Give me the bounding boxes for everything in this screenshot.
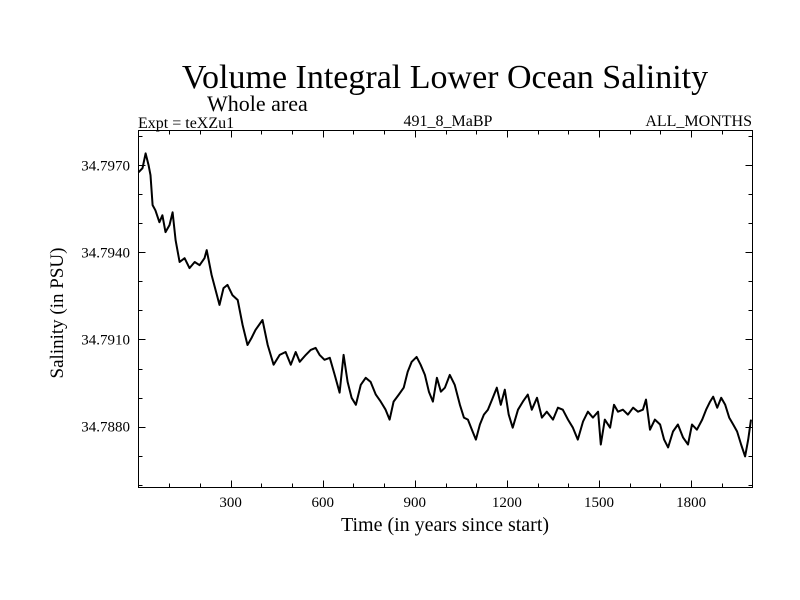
y-tick-label: 34.7970 — [81, 158, 130, 174]
chart-title: Volume Integral Lower Ocean Salinity — [182, 59, 708, 96]
x-tick-label: 1500 — [584, 495, 614, 511]
period-annotation: 491_8_MaBP — [404, 113, 493, 130]
chart-subtitle: Whole area — [207, 91, 308, 116]
y-tick-label: 34.7940 — [81, 245, 130, 261]
plot-frame — [138, 130, 753, 488]
y-tick-label: 34.7910 — [81, 332, 130, 348]
months-annotation: ALL_MONTHS — [645, 113, 752, 130]
experiment-annotation: Expt = teXZu1 — [138, 115, 234, 132]
x-tick-label: 900 — [404, 495, 427, 511]
y-axis-ticks — [138, 136, 753, 486]
y-axis-tick-labels: 34.7970 34.7940 34.7910 34.7880 — [81, 158, 130, 435]
x-axis-ticks — [169, 130, 723, 488]
x-tick-label: 600 — [311, 495, 334, 511]
y-axis-label: Salinity (in PSU) — [47, 248, 68, 379]
salinity-series-line — [137, 152, 752, 458]
x-axis-label: Time (in years since start) — [341, 514, 549, 536]
x-tick-label: 1800 — [676, 495, 706, 511]
x-tick-label: 300 — [219, 495, 242, 511]
y-tick-label: 34.7880 — [81, 420, 130, 436]
x-tick-label: 1200 — [492, 495, 522, 511]
x-axis-tick-labels: 300 600 900 1200 1500 1800 — [219, 495, 706, 511]
